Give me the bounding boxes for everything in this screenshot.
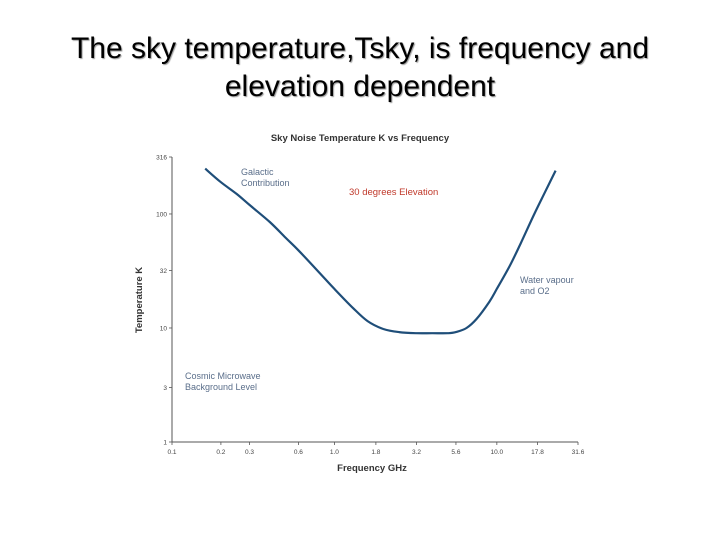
y-tick-label: 32 — [160, 268, 168, 275]
annotation-cmb-2: Background Level — [185, 382, 257, 392]
annotation-cmb-1: Cosmic Microwave — [185, 371, 261, 381]
slide-title-line-1: The sky temperature,Tsky, is frequency a… — [70, 32, 650, 65]
x-tick-label: 10.0 — [491, 449, 504, 456]
x-axis-label: Frequency GHz — [337, 463, 407, 474]
x-tick-label: 3.2 — [412, 449, 421, 456]
x-ticks: 0.1 0.2 0.3 0.6 1.0 1.8 3.2 5.6 10.0 17.8 31.6 — [167, 442, 585, 456]
x-tick-label: 0.6 — [294, 449, 303, 456]
y-tick-label: 316 — [156, 155, 167, 162]
chart-title: Sky Noise Temperature K vs Frequency — [271, 133, 450, 144]
annotation-elevation: 30 degrees Elevation — [349, 187, 438, 198]
annotation-galactic-1: Galactic — [241, 167, 274, 177]
y-tick-label: 10 — [160, 325, 168, 332]
y-tick-label: 1 — [163, 440, 167, 447]
slide-title-line-2: elevation dependent — [224, 70, 496, 103]
x-tick-label: 1.8 — [371, 449, 380, 456]
y-ticks: 1 3 10 32 100 316 — [156, 155, 172, 447]
x-tick-label: 0.2 — [216, 449, 225, 456]
series-group — [204, 167, 557, 335]
y-tick-label: 3 — [163, 385, 167, 392]
x-tick-label: 0.3 — [245, 449, 254, 456]
x-tick-label: 31.6 — [572, 449, 585, 456]
chart-axes — [171, 157, 578, 443]
sky-noise-series-line — [204, 167, 557, 335]
annotation-water-2: and O2 — [520, 286, 550, 296]
x-tick-label: 17.8 — [531, 449, 544, 456]
y-axis-label: Temperature K — [134, 267, 145, 333]
slide-title: The sky temperature,Tsky, is frequency a… — [0, 30, 720, 106]
x-tick-label: 5.6 — [451, 449, 460, 456]
y-tick-label: 100 — [156, 211, 167, 218]
annotation-galactic-2: Contribution — [241, 178, 290, 188]
x-tick-label: 0.1 — [167, 449, 176, 456]
annotation-water-1: Water vapour — [520, 275, 574, 285]
x-tick-label: 1.0 — [330, 449, 339, 456]
